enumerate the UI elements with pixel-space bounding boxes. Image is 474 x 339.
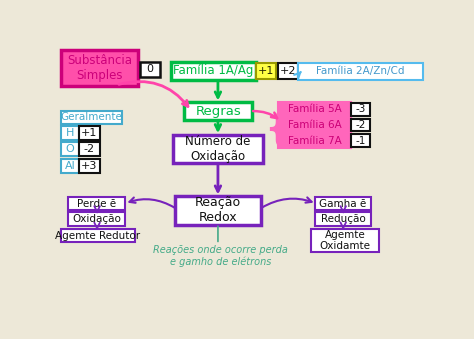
FancyBboxPatch shape [311, 228, 379, 252]
FancyBboxPatch shape [68, 213, 125, 226]
Text: Gamha ē: Gamha ē [319, 199, 367, 208]
Text: H: H [66, 128, 74, 138]
FancyBboxPatch shape [278, 118, 351, 132]
Text: -2: -2 [84, 144, 95, 154]
Text: -2: -2 [356, 120, 365, 130]
FancyBboxPatch shape [298, 63, 423, 80]
FancyBboxPatch shape [79, 126, 100, 140]
Text: Oxidação: Oxidação [73, 214, 121, 224]
Text: +3: +3 [81, 161, 98, 171]
FancyBboxPatch shape [61, 50, 138, 86]
FancyBboxPatch shape [278, 133, 351, 148]
Text: +2: +2 [280, 66, 296, 76]
FancyBboxPatch shape [351, 134, 370, 147]
Text: +1: +1 [81, 128, 98, 138]
FancyBboxPatch shape [61, 142, 79, 156]
FancyBboxPatch shape [79, 142, 100, 156]
Text: Substância
Simples: Substância Simples [67, 54, 132, 82]
FancyBboxPatch shape [278, 102, 351, 116]
Text: +1: +1 [258, 66, 274, 76]
Text: Número de
Oxidação: Número de Oxidação [185, 135, 251, 163]
FancyBboxPatch shape [351, 119, 370, 131]
FancyBboxPatch shape [61, 126, 79, 140]
FancyBboxPatch shape [61, 111, 122, 124]
FancyBboxPatch shape [173, 135, 263, 163]
Text: Família 6A: Família 6A [288, 120, 341, 130]
Text: Redução: Redução [320, 214, 365, 224]
FancyBboxPatch shape [171, 62, 256, 80]
FancyBboxPatch shape [278, 63, 298, 79]
Text: Agemte
Oxidamte: Agemte Oxidamte [319, 230, 370, 251]
Text: Agemte Redutor: Agemte Redutor [55, 231, 140, 241]
Text: -1: -1 [356, 136, 365, 146]
Text: Família 7A: Família 7A [288, 136, 341, 145]
Text: Família 2A/Zn/Cd: Família 2A/Zn/Cd [316, 66, 405, 76]
Text: Perde ē: Perde ē [77, 199, 117, 208]
FancyBboxPatch shape [61, 159, 79, 173]
FancyBboxPatch shape [184, 102, 252, 120]
Text: Família 5A: Família 5A [288, 104, 341, 114]
Text: Reação
Redox: Reação Redox [195, 196, 241, 224]
Text: Reações onde ocorre perda
e gamho de elétrons: Reações onde ocorre perda e gamho de elé… [154, 245, 288, 267]
Text: Regras: Regras [195, 105, 241, 118]
Text: Geralmente: Geralmente [61, 113, 122, 122]
FancyBboxPatch shape [256, 63, 276, 79]
Text: {: { [264, 111, 292, 148]
FancyBboxPatch shape [315, 213, 372, 226]
Text: 0: 0 [146, 64, 154, 74]
FancyBboxPatch shape [351, 103, 370, 116]
FancyBboxPatch shape [140, 62, 160, 77]
Text: -3: -3 [356, 104, 365, 114]
FancyBboxPatch shape [79, 159, 100, 173]
Text: Família 1A/Ag: Família 1A/Ag [173, 64, 254, 77]
FancyBboxPatch shape [315, 197, 372, 210]
FancyBboxPatch shape [175, 196, 261, 225]
Text: O: O [65, 144, 74, 154]
FancyBboxPatch shape [61, 229, 135, 242]
FancyBboxPatch shape [68, 197, 125, 210]
Text: Al: Al [64, 161, 75, 171]
